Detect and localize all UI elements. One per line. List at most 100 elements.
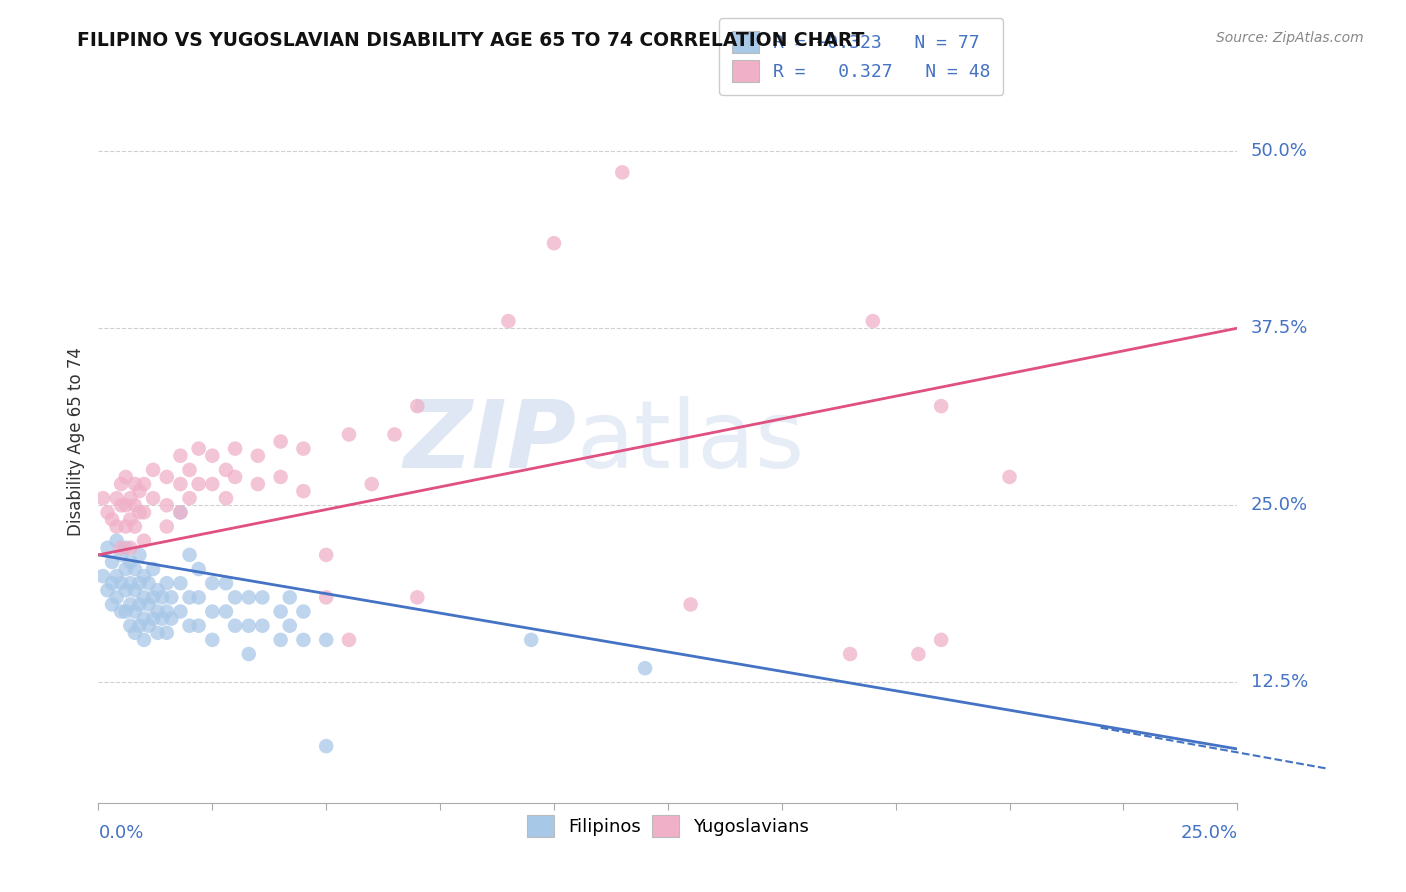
Point	[201, 449, 224, 463]
Point	[114, 470, 136, 484]
Text: ZIP: ZIP	[404, 395, 576, 488]
Point	[270, 605, 292, 619]
Point	[862, 314, 884, 328]
Point	[187, 618, 209, 632]
Point	[150, 591, 173, 605]
Point	[120, 555, 142, 569]
Point	[246, 477, 269, 491]
Point	[278, 618, 301, 632]
Point	[138, 618, 160, 632]
Point	[270, 632, 292, 647]
Point	[132, 569, 155, 583]
Point	[132, 632, 155, 647]
Point	[120, 598, 142, 612]
Point	[612, 165, 634, 179]
Point	[101, 555, 124, 569]
Point	[128, 548, 150, 562]
Point	[142, 463, 165, 477]
Point	[270, 434, 292, 449]
Text: 0.0%: 0.0%	[98, 824, 143, 842]
Point	[120, 618, 142, 632]
Point	[160, 612, 183, 626]
Point	[169, 505, 191, 519]
Point	[146, 583, 169, 598]
Point	[179, 548, 201, 562]
Point	[292, 484, 315, 499]
Point	[114, 541, 136, 555]
Point	[201, 477, 224, 491]
Point	[929, 399, 952, 413]
Point	[110, 541, 132, 555]
Point	[292, 632, 315, 647]
Point	[128, 618, 150, 632]
Point	[224, 470, 246, 484]
Point	[132, 612, 155, 626]
Point	[169, 605, 191, 619]
Point	[114, 583, 136, 598]
Point	[839, 647, 862, 661]
Point	[187, 442, 209, 456]
Point	[238, 647, 260, 661]
Point	[142, 591, 165, 605]
Point	[679, 598, 702, 612]
Point	[146, 605, 169, 619]
Point	[114, 562, 136, 576]
Point	[138, 598, 160, 612]
Point	[252, 618, 274, 632]
Point	[156, 498, 179, 512]
Point	[110, 548, 132, 562]
Text: 50.0%: 50.0%	[1251, 142, 1308, 161]
Point	[114, 498, 136, 512]
Text: 25.0%: 25.0%	[1251, 496, 1308, 515]
Point	[246, 449, 269, 463]
Point	[138, 576, 160, 591]
Point	[179, 591, 201, 605]
Point	[520, 632, 543, 647]
Point	[315, 548, 337, 562]
Point	[124, 519, 146, 533]
Text: 12.5%: 12.5%	[1251, 673, 1308, 691]
Point	[634, 661, 657, 675]
Text: FILIPINO VS YUGOSLAVIAN DISABILITY AGE 65 TO 74 CORRELATION CHART: FILIPINO VS YUGOSLAVIAN DISABILITY AGE 6…	[77, 31, 865, 50]
Point	[292, 442, 315, 456]
Point	[179, 491, 201, 506]
Point	[124, 498, 146, 512]
Point	[124, 625, 146, 640]
Point	[187, 591, 209, 605]
Point	[124, 605, 146, 619]
Point	[238, 591, 260, 605]
Point	[215, 463, 238, 477]
Point	[128, 505, 150, 519]
Point	[215, 576, 238, 591]
Point	[215, 491, 238, 506]
Legend: Filipinos, Yugoslavians: Filipinos, Yugoslavians	[519, 808, 817, 845]
Point	[105, 591, 128, 605]
Point	[156, 625, 179, 640]
Point	[252, 591, 274, 605]
Point	[128, 484, 150, 499]
Point	[91, 569, 114, 583]
Point	[543, 236, 565, 251]
Point	[224, 591, 246, 605]
Point	[150, 612, 173, 626]
Point	[337, 427, 360, 442]
Point	[132, 505, 155, 519]
Point	[142, 612, 165, 626]
Point	[128, 576, 150, 591]
Text: 37.5%: 37.5%	[1251, 319, 1309, 337]
Point	[110, 498, 132, 512]
Point	[169, 576, 191, 591]
Point	[907, 647, 929, 661]
Point	[120, 576, 142, 591]
Point	[384, 427, 406, 442]
Point	[142, 491, 165, 506]
Point	[360, 477, 382, 491]
Point	[101, 598, 124, 612]
Point	[238, 618, 260, 632]
Text: Source: ZipAtlas.com: Source: ZipAtlas.com	[1216, 31, 1364, 45]
Point	[120, 541, 142, 555]
Point	[270, 470, 292, 484]
Point	[132, 533, 155, 548]
Point	[124, 562, 146, 576]
Point	[315, 591, 337, 605]
